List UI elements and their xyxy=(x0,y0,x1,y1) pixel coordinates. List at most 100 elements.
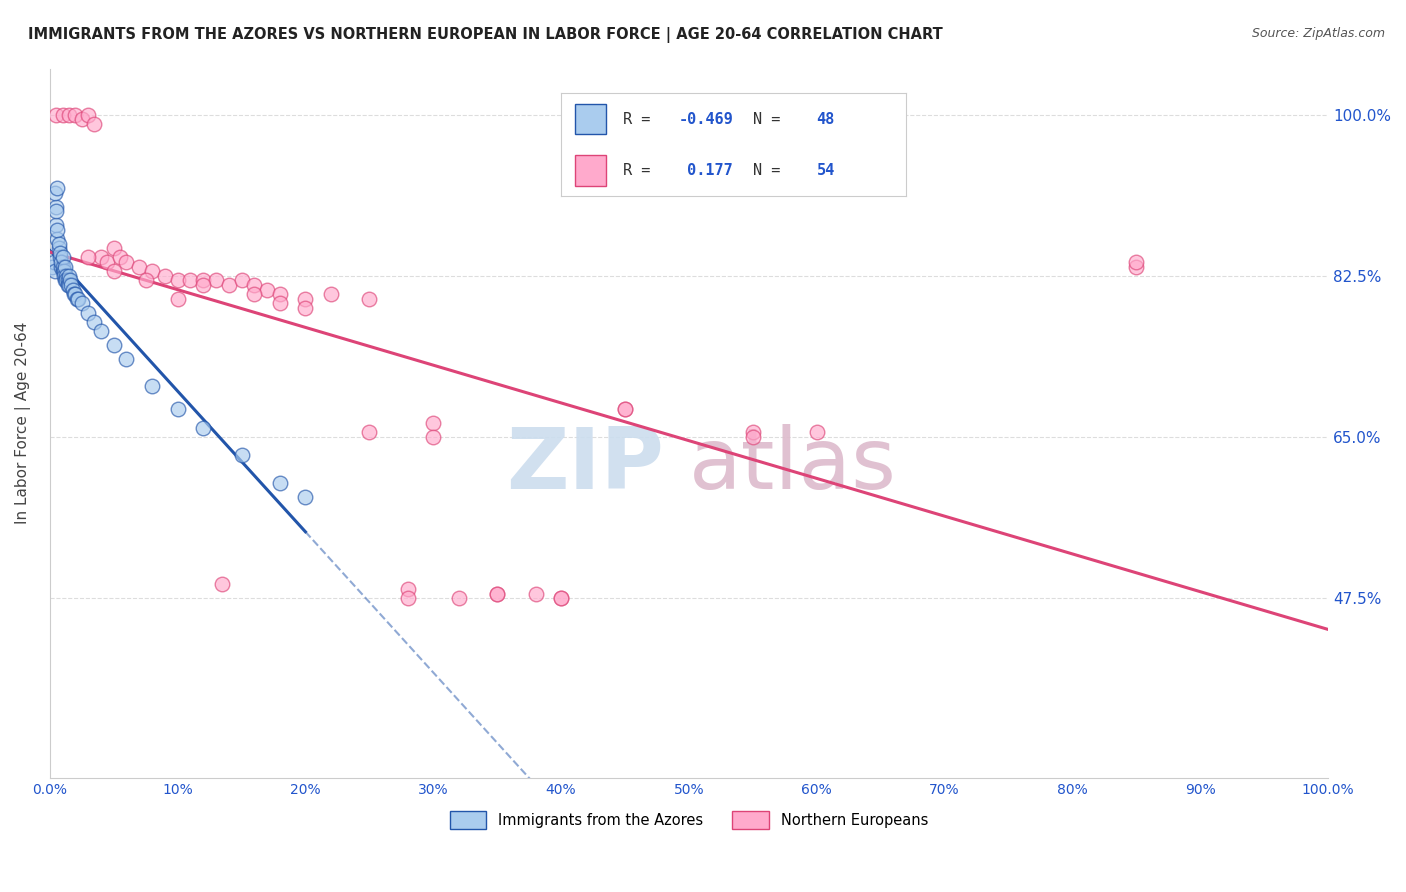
Point xyxy=(191,273,214,287)
Point xyxy=(1125,255,1147,269)
Point xyxy=(218,278,240,293)
Point xyxy=(141,264,163,278)
Point xyxy=(58,107,80,121)
Point xyxy=(49,245,72,260)
Point xyxy=(269,287,291,301)
Point xyxy=(486,587,509,601)
Point xyxy=(422,430,444,444)
Point xyxy=(103,264,125,278)
Text: atlas: atlas xyxy=(689,425,897,508)
Point xyxy=(45,204,67,219)
Point xyxy=(83,117,105,131)
Point xyxy=(447,591,470,606)
Point xyxy=(153,268,176,283)
Point xyxy=(294,292,316,306)
Point xyxy=(359,292,381,306)
Point xyxy=(58,278,80,293)
Point xyxy=(63,287,86,301)
Point xyxy=(294,301,316,315)
Point xyxy=(45,218,67,232)
Point xyxy=(205,273,228,287)
Point xyxy=(53,260,76,274)
Point xyxy=(49,251,72,265)
Point xyxy=(211,577,233,591)
Point xyxy=(166,292,188,306)
Point xyxy=(65,107,87,121)
Point xyxy=(243,278,266,293)
Point xyxy=(96,255,118,269)
Legend: Immigrants from the Azores, Northern Europeans: Immigrants from the Azores, Northern Eur… xyxy=(444,805,934,834)
Point xyxy=(83,315,105,329)
Point xyxy=(141,379,163,393)
Point xyxy=(359,425,381,440)
Point xyxy=(77,306,100,320)
Point xyxy=(41,260,63,274)
Point xyxy=(46,232,69,246)
Point xyxy=(56,273,79,287)
Point xyxy=(103,241,125,255)
Point xyxy=(741,425,763,440)
Point xyxy=(44,264,66,278)
Point xyxy=(51,260,73,274)
Point xyxy=(614,402,637,417)
Point xyxy=(62,283,84,297)
Point xyxy=(65,287,87,301)
Point xyxy=(55,273,77,287)
Point xyxy=(46,181,69,195)
Point xyxy=(243,287,266,301)
Point xyxy=(256,283,278,297)
Point xyxy=(166,402,188,417)
Point xyxy=(48,236,70,251)
Point xyxy=(231,273,253,287)
Point xyxy=(396,582,419,596)
Point xyxy=(115,351,138,366)
Y-axis label: In Labor Force | Age 20-64: In Labor Force | Age 20-64 xyxy=(15,322,31,524)
Point xyxy=(806,425,828,440)
Point xyxy=(51,255,73,269)
Point xyxy=(486,587,509,601)
Point xyxy=(128,260,150,274)
Text: ZIP: ZIP xyxy=(506,425,664,508)
Point xyxy=(66,292,89,306)
Point xyxy=(60,278,83,293)
Point xyxy=(550,591,572,606)
Point xyxy=(44,186,66,200)
Point xyxy=(135,273,157,287)
Point xyxy=(396,591,419,606)
Point xyxy=(52,268,75,283)
Point xyxy=(115,255,138,269)
Point xyxy=(108,251,131,265)
Point xyxy=(269,296,291,310)
Point xyxy=(614,402,637,417)
Point xyxy=(1125,260,1147,274)
Point xyxy=(48,241,70,255)
Point xyxy=(77,251,100,265)
Point xyxy=(52,264,75,278)
Point xyxy=(56,278,79,293)
Point xyxy=(70,112,93,127)
Point xyxy=(524,587,547,601)
Point xyxy=(77,107,100,121)
Point xyxy=(294,490,316,504)
Point xyxy=(70,296,93,310)
Point xyxy=(179,273,201,287)
Point xyxy=(45,200,67,214)
Point xyxy=(103,338,125,352)
Point xyxy=(42,255,65,269)
Point xyxy=(51,107,73,121)
Point xyxy=(58,268,80,283)
Point xyxy=(90,324,112,338)
Point xyxy=(53,273,76,287)
Point xyxy=(319,287,342,301)
Text: Source: ZipAtlas.com: Source: ZipAtlas.com xyxy=(1251,27,1385,40)
Point xyxy=(166,273,188,287)
Point xyxy=(90,251,112,265)
Point xyxy=(550,591,572,606)
Point xyxy=(191,278,214,293)
Point xyxy=(741,430,763,444)
Point xyxy=(45,107,67,121)
Text: IMMIGRANTS FROM THE AZORES VS NORTHERN EUROPEAN IN LABOR FORCE | AGE 20-64 CORRE: IMMIGRANTS FROM THE AZORES VS NORTHERN E… xyxy=(28,27,943,43)
Point xyxy=(191,421,214,435)
Point xyxy=(59,273,82,287)
Point xyxy=(55,268,77,283)
